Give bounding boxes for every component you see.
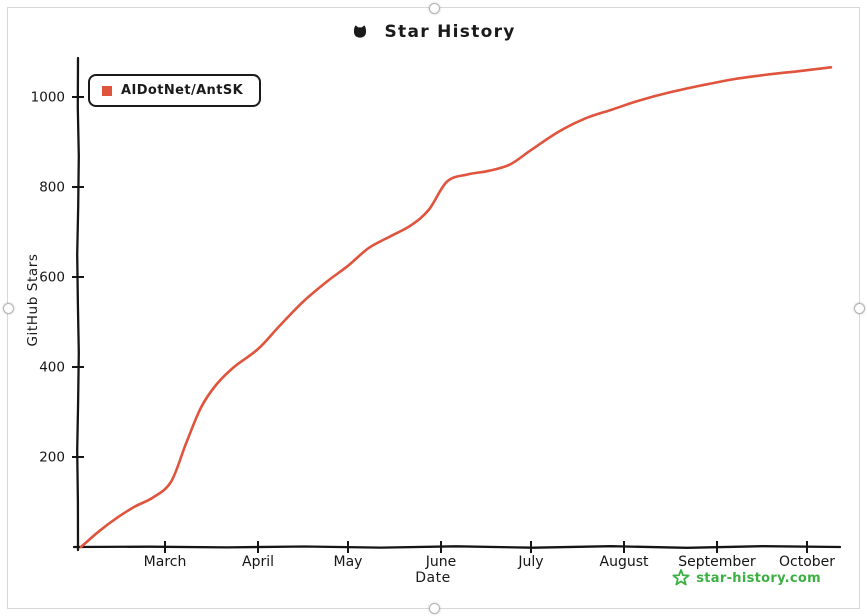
star-icon	[672, 569, 690, 586]
svg-text:600: 600	[39, 270, 65, 286]
chart-title: Star History	[0, 22, 867, 42]
svg-text:September: September	[678, 554, 756, 570]
resize-handle-right[interactable]	[854, 303, 865, 314]
legend-swatch	[102, 85, 112, 96]
star-history-link-label: star-history.com	[696, 570, 821, 586]
octocat-icon	[354, 25, 367, 38]
svg-text:400: 400	[39, 360, 65, 376]
x-axis-label: Date	[415, 570, 451, 586]
y-axis-label: GitHub Stars	[25, 253, 41, 347]
chart-title-text: Star History	[384, 22, 516, 42]
resize-handle-top[interactable]	[429, 3, 440, 14]
resize-handle-bottom[interactable]	[429, 603, 440, 614]
svg-text:August: August	[600, 554, 650, 570]
svg-text:1000: 1000	[31, 90, 65, 106]
svg-text:May: May	[334, 554, 363, 570]
resize-handle-left[interactable]	[3, 303, 14, 314]
svg-text:200: 200	[39, 450, 65, 466]
svg-text:June: June	[425, 554, 457, 570]
legend-label: AIDotNet/AntSK	[121, 83, 244, 98]
svg-text:March: March	[144, 554, 187, 570]
svg-text:October: October	[779, 554, 835, 570]
svg-text:July: July	[517, 554, 543, 570]
legend: AIDotNet/AntSK	[88, 74, 262, 107]
svg-text:800: 800	[39, 180, 65, 196]
svg-text:April: April	[242, 554, 274, 570]
star-history-link[interactable]: star-history.com	[672, 569, 821, 587]
